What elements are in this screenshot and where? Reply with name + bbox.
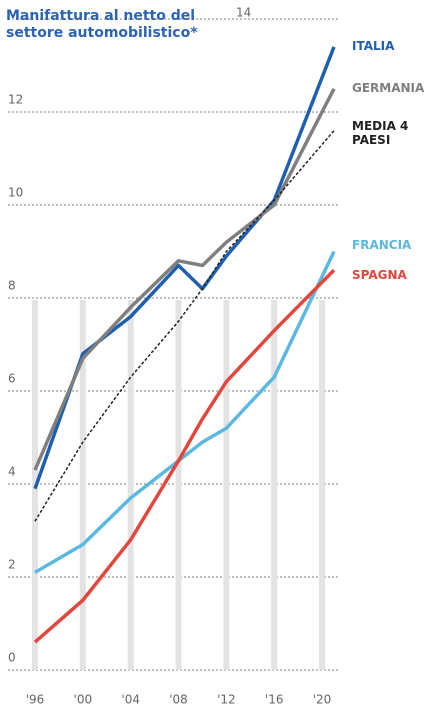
x-tick-label: '00 [74,693,93,707]
legend-label: MEDIA 4 PAESI [352,118,409,147]
y-tick-label: 2 [8,558,16,572]
x-tick-label: '08 [169,693,188,707]
series-line [34,130,335,522]
series-line [34,250,336,574]
x-tick-label: '96 [26,693,45,707]
legend-label: SPAGNA [352,268,407,283]
series-line [33,87,336,471]
series-line [33,268,336,644]
legend-label: FRANCIA [352,237,412,252]
x-tick-label: '04 [121,693,140,707]
y-tick-label: 4 [8,465,16,479]
legend-label: ITALIA [352,38,395,53]
y-tick-label: 12 [8,93,23,107]
y-tick-label: 0 [8,651,16,665]
x-tick-label: '12 [217,693,236,707]
y-tick-label: 8 [8,279,16,293]
legend-label: GERMANIA [352,80,425,95]
x-tick-label: '20 [313,693,332,707]
chart-title: Manifattura al netto del settore automob… [6,8,198,41]
x-tick-label: '16 [265,693,284,707]
y-tick-label: 6 [8,372,16,386]
y-tick-label: 14 [236,6,251,20]
y-tick-label: 10 [8,186,23,200]
